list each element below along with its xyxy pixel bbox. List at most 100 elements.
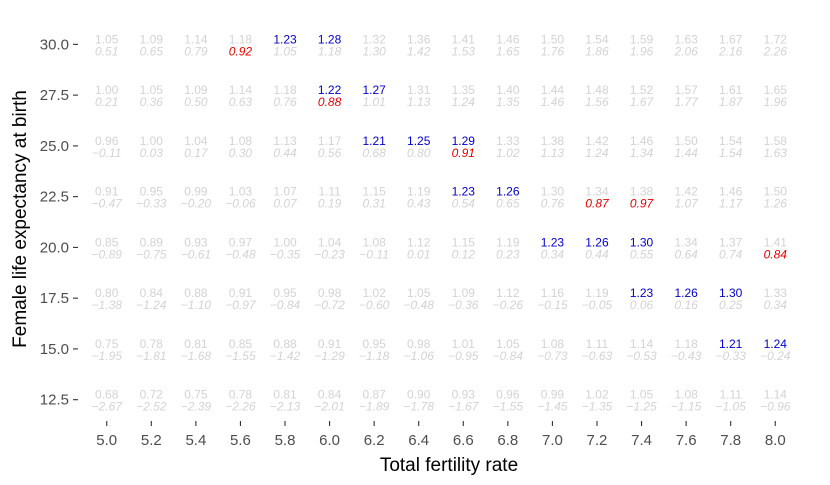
cell-bottom-value: −2.13 xyxy=(270,400,301,414)
x-tick-label: 5.2 xyxy=(141,432,162,449)
cell-bottom-value: 0.80 xyxy=(407,146,431,160)
cell-bottom-value: 2.16 xyxy=(718,44,743,58)
cell-bottom-value: −1.25 xyxy=(626,400,657,414)
cell-bottom-value: 0.19 xyxy=(318,197,342,211)
cell-bottom-value: 1.96 xyxy=(630,44,654,58)
cell-bottom-value: −1.06 xyxy=(404,349,435,363)
cell-bottom-value: −0.24 xyxy=(760,349,791,363)
cell-bottom-value: 0.23 xyxy=(496,247,520,261)
cell-bottom-value: −1.68 xyxy=(181,349,212,363)
cell-bottom-value: 1.46 xyxy=(541,95,565,109)
y-tick-label: 30.0 xyxy=(40,36,69,53)
cell-bottom-value: −0.63 xyxy=(582,349,613,363)
y-axis-title: Female life expectancy at birth xyxy=(10,90,31,348)
cell-bottom-value: −0.23 xyxy=(314,247,345,261)
cell-bottom-value: 0.76 xyxy=(273,95,297,109)
y-tick-label: 22.5 xyxy=(40,189,69,206)
cell-bottom-value: 0.12 xyxy=(452,247,476,261)
cell-bottom-value: 0.01 xyxy=(407,247,430,261)
cell-bottom-value: 1.77 xyxy=(674,95,699,109)
cell-bottom-value: 1.67 xyxy=(630,95,655,109)
cell-bottom-value: 1.17 xyxy=(719,197,744,211)
cell-bottom-value: 1.87 xyxy=(719,95,744,109)
x-tick-label: 6.8 xyxy=(497,432,518,449)
cell-bottom-value: −0.73 xyxy=(537,349,568,363)
cell-bottom-value: 0.03 xyxy=(140,146,164,160)
cell-bottom-value: 1.01 xyxy=(362,95,385,109)
cell-bottom-value: 0.54 xyxy=(452,197,476,211)
cell-bottom-value: 0.16 xyxy=(674,298,698,312)
cell-bottom-value: 1.26 xyxy=(764,197,788,211)
cell-bottom-value: 0.64 xyxy=(674,247,698,261)
cell-bottom-value: 0.63 xyxy=(229,95,253,109)
cell-bottom-value: 1.42 xyxy=(407,44,431,58)
cell-bottom-value: 0.79 xyxy=(184,44,208,58)
cell-bottom-value: −0.97 xyxy=(225,298,257,312)
cell-bottom-value: 0.06 xyxy=(630,298,654,312)
cell-bottom-value: −2.67 xyxy=(92,400,124,414)
x-tick-label: 7.0 xyxy=(542,432,563,449)
cell-bottom-value: 1.44 xyxy=(674,146,698,160)
cell-bottom-value: 1.65 xyxy=(496,44,520,58)
cell-bottom-value: 0.17 xyxy=(184,146,209,160)
cell-bottom-value: −1.29 xyxy=(314,349,345,363)
cell-bottom-value: −0.33 xyxy=(716,349,747,363)
x-axis-title: Total fertility rate xyxy=(380,455,518,476)
cell-layer: 1.050.511.090.651.140.791.180.921.231.05… xyxy=(92,32,791,413)
y-tick-label: 20.0 xyxy=(40,239,69,256)
x-tick-label: 5.8 xyxy=(275,432,296,449)
cell-bottom-value: −1.35 xyxy=(582,400,613,414)
x-tick-label: 6.6 xyxy=(453,432,474,449)
cell-bottom-value: −0.60 xyxy=(359,298,390,312)
cell-bottom-value: −0.06 xyxy=(225,197,256,211)
cell-bottom-value: −0.75 xyxy=(136,247,167,261)
cell-bottom-value: −0.47 xyxy=(92,197,124,211)
cell-bottom-value: −0.95 xyxy=(448,349,479,363)
cell-bottom-value: −1.55 xyxy=(493,400,524,414)
cell-bottom-value: 1.56 xyxy=(585,95,609,109)
cell-bottom-value: 1.13 xyxy=(541,146,565,160)
cell-bottom-value: −0.05 xyxy=(582,298,613,312)
cell-bottom-value: 1.24 xyxy=(585,146,609,160)
cell-bottom-value: −1.45 xyxy=(537,400,568,414)
cell-bottom-value: 0.30 xyxy=(229,146,253,160)
cell-bottom-value: 0.76 xyxy=(541,197,565,211)
cell-bottom-value: 0.84 xyxy=(764,247,788,261)
x-tick-label: 7.8 xyxy=(720,432,741,449)
cell-bottom-value: 0.25 xyxy=(719,298,743,312)
cell-bottom-value: 2.06 xyxy=(673,44,698,58)
cell-bottom-value: 1.53 xyxy=(452,44,476,58)
cell-bottom-value: 0.44 xyxy=(585,247,609,261)
cell-bottom-value: 1.02 xyxy=(496,146,520,160)
cell-bottom-value: −0.20 xyxy=(181,197,212,211)
cell-bottom-value: −0.36 xyxy=(448,298,479,312)
x-tick-label: 8.0 xyxy=(765,432,786,449)
cell-bottom-value: −0.53 xyxy=(626,349,657,363)
cell-bottom-value: −0.72 xyxy=(314,298,345,312)
cell-bottom-value: 0.97 xyxy=(630,197,655,211)
cell-bottom-value: 0.87 xyxy=(585,197,610,211)
x-tick-label: 7.4 xyxy=(631,432,652,449)
cell-bottom-value: −0.48 xyxy=(225,247,256,261)
cell-bottom-value: −0.61 xyxy=(181,247,211,261)
cell-bottom-value: 0.68 xyxy=(362,146,386,160)
y-axis: 30.0 27.5 25.0 22.5 20.0 17.5 15.0 12.5 xyxy=(40,36,78,408)
cell-bottom-value: −0.26 xyxy=(493,298,524,312)
cell-bottom-value: −1.55 xyxy=(225,349,256,363)
cell-bottom-value: −1.24 xyxy=(136,298,167,312)
cell-bottom-value: 0.92 xyxy=(229,44,253,58)
cell-bottom-value: 0.43 xyxy=(407,197,431,211)
cell-bottom-value: 1.34 xyxy=(630,146,654,160)
x-tick-label: 5.6 xyxy=(230,432,251,449)
cell-bottom-value: 0.34 xyxy=(764,298,788,312)
cell-bottom-value: 1.30 xyxy=(362,44,386,58)
cell-bottom-value: 1.35 xyxy=(496,95,520,109)
x-tick-label: 5.4 xyxy=(185,432,206,449)
cell-bottom-value: 0.74 xyxy=(719,247,743,261)
y-tick-label: 17.5 xyxy=(40,290,69,307)
y-tick-label: 15.0 xyxy=(40,341,69,358)
cell-bottom-value: 1.13 xyxy=(407,95,431,109)
cell-bottom-value: 0.56 xyxy=(318,146,342,160)
cell-bottom-value: 0.50 xyxy=(184,95,208,109)
x-tick-label: 6.2 xyxy=(364,432,385,449)
